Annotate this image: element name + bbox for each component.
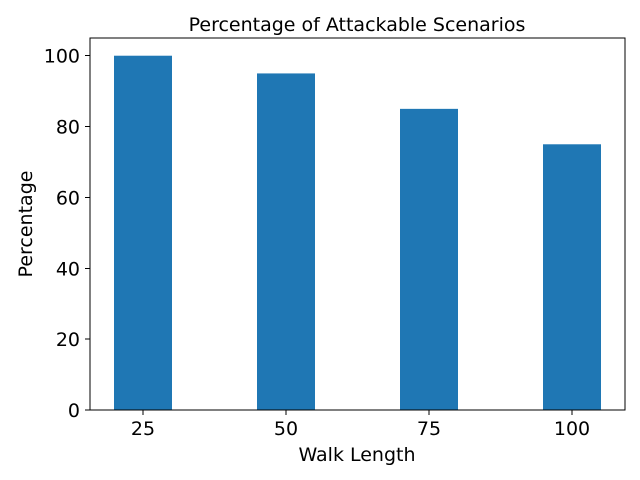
x-tick-label: 50 — [274, 418, 298, 440]
y-axis-ticks: 0 20 40 60 80 100 — [44, 46, 90, 422]
x-tick-label: 75 — [417, 418, 441, 440]
x-axis-label: Walk Length — [298, 444, 415, 466]
bar-100 — [543, 144, 601, 411]
x-tick-label: 100 — [554, 418, 590, 440]
y-axis-label: Percentage — [15, 171, 37, 278]
bar-75 — [400, 108, 458, 410]
bar-50 — [257, 73, 315, 410]
x-tick-label: 25 — [131, 418, 155, 440]
chart-title: Percentage of Attackable Scenarios — [189, 14, 526, 36]
bars-group — [114, 55, 601, 411]
y-tick-label: 20 — [56, 329, 80, 351]
y-tick-label: 0 — [68, 400, 80, 422]
y-tick-label: 60 — [56, 187, 80, 209]
y-tick-label: 100 — [44, 46, 80, 68]
plot-frame — [89, 37, 626, 411]
x-axis-ticks: 25 50 75 100 — [131, 410, 590, 440]
y-tick-label: 80 — [56, 117, 80, 139]
bar-25 — [114, 55, 172, 410]
y-tick-label: 40 — [56, 258, 80, 280]
